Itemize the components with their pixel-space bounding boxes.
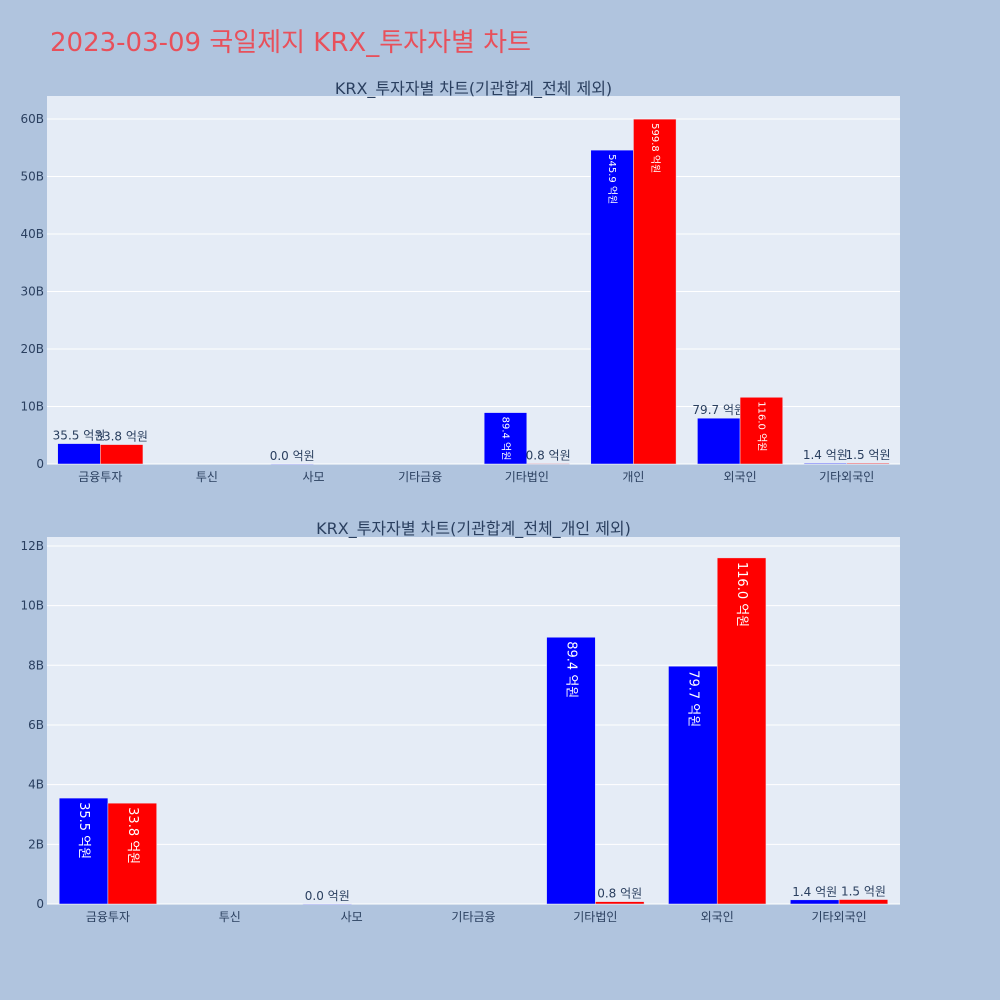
- data-label: 116.0 억원: [755, 401, 767, 451]
- y-tick-label: 50B: [20, 170, 44, 184]
- data-label: 545.9 억원: [606, 154, 618, 204]
- y-tick-label: 0: [36, 897, 44, 911]
- bar: [739, 397, 783, 465]
- y-tick-label: 10B: [20, 400, 44, 414]
- x-tick-label: 투신: [219, 910, 241, 924]
- bar: [633, 118, 677, 465]
- bar: [838, 899, 889, 905]
- y-tick-label: 6B: [28, 718, 44, 732]
- data-label: 33.8 억원: [125, 807, 140, 864]
- x-tick-label: 기타법인: [573, 910, 617, 924]
- bar: [58, 797, 109, 905]
- data-label: 1.5 억원: [841, 885, 886, 899]
- data-label: 1.4 억원: [792, 885, 837, 899]
- bar: [590, 149, 634, 465]
- bar: [790, 899, 840, 905]
- data-label: 79.7 억원: [692, 403, 745, 417]
- y-tick-label: 0: [36, 457, 44, 471]
- x-tick-label: 기타외국인: [819, 470, 874, 484]
- data-label: 89.4 억원: [563, 641, 578, 698]
- data-label: 116.0 억원: [734, 562, 749, 627]
- bar: [270, 463, 314, 465]
- data-label: 1.4 억원: [803, 448, 848, 462]
- bar: [100, 444, 144, 465]
- x-tick-label: 사모: [303, 470, 325, 484]
- data-label: 35.5 억원: [53, 429, 106, 443]
- data-label: 1.5 억원: [846, 448, 891, 462]
- data-label: 0.0 억원: [305, 889, 350, 903]
- bar: [526, 463, 570, 465]
- y-tick-label: 60B: [20, 112, 44, 126]
- data-label: 89.4 억원: [499, 417, 511, 461]
- x-tick-label: 기타법인: [505, 470, 549, 484]
- bar: [595, 901, 645, 905]
- y-tick-label: 20B: [20, 342, 44, 356]
- y-tick-label: 12B: [20, 539, 44, 553]
- x-tick-label: 개인: [622, 470, 644, 484]
- x-tick-label: 외국인: [701, 910, 734, 924]
- x-tick-label: 금융투자: [78, 470, 122, 484]
- y-tick-label: 40B: [20, 227, 44, 241]
- x-tick-label: 기타금융: [398, 470, 442, 484]
- data-label: 35.5 억원: [76, 802, 91, 859]
- chart-bottom: 0 2B 4B 6B 8B 10B 12B KRX_투자자별 차트(기관합계_전체_개인 제외…: [20, 519, 900, 924]
- bar: [483, 412, 528, 465]
- y-tick-label: 8B: [28, 658, 44, 672]
- x-tick-label: 사모: [341, 910, 363, 924]
- chart-title: KRX_투자자별 차트(기관합계_전체 제외): [335, 79, 612, 99]
- bar: [668, 665, 718, 905]
- chart-title: KRX_투자자별 차트(기관합계_전체_개인 제외): [316, 519, 631, 539]
- plot-area: [47, 537, 900, 904]
- x-tick-label: 외국인: [724, 470, 757, 484]
- data-label: 79.7 억원: [685, 670, 700, 727]
- bar: [546, 637, 596, 905]
- bar: [716, 557, 767, 905]
- y-tick-label: 30B: [20, 285, 44, 299]
- bar: [803, 462, 847, 465]
- data-label: 0.8 억원: [526, 449, 571, 463]
- y-tick-label: 2B: [28, 837, 44, 851]
- x-tick-label: 기타외국인: [811, 910, 866, 924]
- bar: [57, 443, 101, 465]
- chart-top: 0 10B 20B 30B 40B 50B 60B KRX_투자자별 차트(기관합계_전체 제…: [20, 79, 900, 484]
- bar: [107, 802, 157, 905]
- data-label: 33.8 억원: [95, 430, 148, 444]
- bar: [302, 903, 352, 905]
- y-tick-label: 4B: [28, 778, 44, 792]
- x-tick-label: 기타금융: [451, 910, 495, 924]
- page-title: 2023-03-09 국일제지 KRX_투자자별 차트: [50, 28, 532, 58]
- data-label: 599.8 억원: [649, 123, 661, 173]
- data-label: 0.8 억원: [597, 887, 642, 901]
- x-tick-label: 금융투자: [86, 910, 130, 924]
- x-tick-label: 투신: [196, 470, 218, 484]
- bar: [697, 417, 741, 465]
- data-label: 0.0 억원: [270, 449, 315, 463]
- bar: [846, 462, 890, 465]
- y-tick-label: 10B: [20, 599, 44, 613]
